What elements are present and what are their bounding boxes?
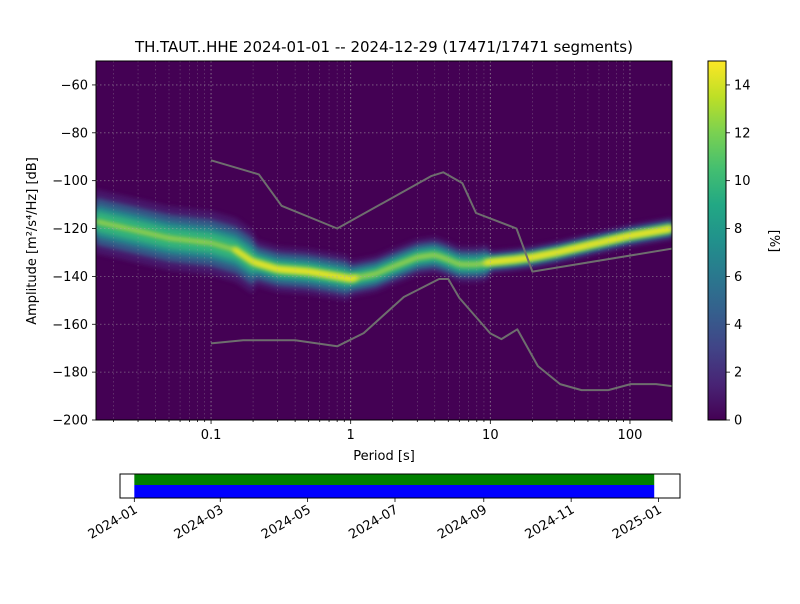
x-tick-label: 0.1 xyxy=(201,428,222,443)
y-tick-label: −160 xyxy=(52,318,88,333)
coverage-tick-label: 2024-03 xyxy=(172,502,227,542)
colorbar-tick-label: 0 xyxy=(734,414,742,429)
y-axis-label: Amplitude [m²/s⁴/Hz] [dB] xyxy=(25,157,40,325)
chart-title: TH.TAUT..HHE 2024-01-01 -- 2024-12-29 (1… xyxy=(134,38,633,56)
density-layer-mid-low xyxy=(96,197,672,295)
y-tick-label: −60 xyxy=(61,78,88,93)
coverage-tick-label: 2024-07 xyxy=(346,502,401,542)
coverage-bars xyxy=(134,474,655,498)
plot-frame xyxy=(95,60,673,421)
density-layer-mid xyxy=(96,205,672,290)
x-axis-label: Period [s] xyxy=(353,449,415,464)
colorbar-tick-label: 6 xyxy=(734,270,742,285)
colorbar-tick-label: 10 xyxy=(734,174,751,189)
high-noise-model-line xyxy=(210,159,672,273)
colorbar-axis: 0 2 4 6 8 10 12 14 xyxy=(726,78,751,429)
coverage-frame xyxy=(119,473,681,499)
colorbar-tick-label: 8 xyxy=(734,222,742,237)
ppsd-density-band xyxy=(96,189,672,301)
coverage-bar-green xyxy=(134,474,655,485)
grid-lines xyxy=(96,61,672,420)
coverage-tick-label: 2024-09 xyxy=(435,502,490,542)
x-tick-label: 10 xyxy=(482,428,499,443)
y-axis: −200 −180 −160 −140 −120 −100 −80 −60 xyxy=(52,78,96,429)
low-noise-model-line xyxy=(210,278,672,392)
y-tick-label: −80 xyxy=(61,126,88,141)
y-tick-label: −180 xyxy=(52,366,88,381)
coverage-tick-label: 2024-01 xyxy=(86,502,141,542)
coverage-bar-blue xyxy=(134,485,655,498)
y-tick-label: −200 xyxy=(52,414,88,429)
coverage-time-axis: 2024-01 2024-03 2024-05 2024-07 2024-09 2024-… xyxy=(86,498,665,543)
density-layer-peak xyxy=(96,220,672,281)
colorbar xyxy=(707,60,727,421)
x-tick-label: 100 xyxy=(618,428,643,443)
x-axis: 0.1 1 10 100 xyxy=(113,420,673,443)
coverage-tick-label: 2024-05 xyxy=(259,502,314,542)
y-tick-label: −120 xyxy=(52,222,88,237)
coverage-tick-label: 2025-01 xyxy=(610,502,665,542)
colorbar-tick-label: 4 xyxy=(734,318,742,333)
noise-models xyxy=(210,159,672,392)
y-tick-label: −140 xyxy=(52,270,88,285)
colorbar-tick-label: 12 xyxy=(734,126,751,141)
colorbar-tick-label: 14 xyxy=(734,78,751,93)
colorbar-tick-label: 2 xyxy=(734,366,742,381)
x-tick-label: 1 xyxy=(347,428,355,443)
colorbar-label: [%] xyxy=(766,230,781,253)
coverage-tick-label: 2024-11 xyxy=(523,502,578,542)
y-tick-label: −100 xyxy=(52,174,88,189)
